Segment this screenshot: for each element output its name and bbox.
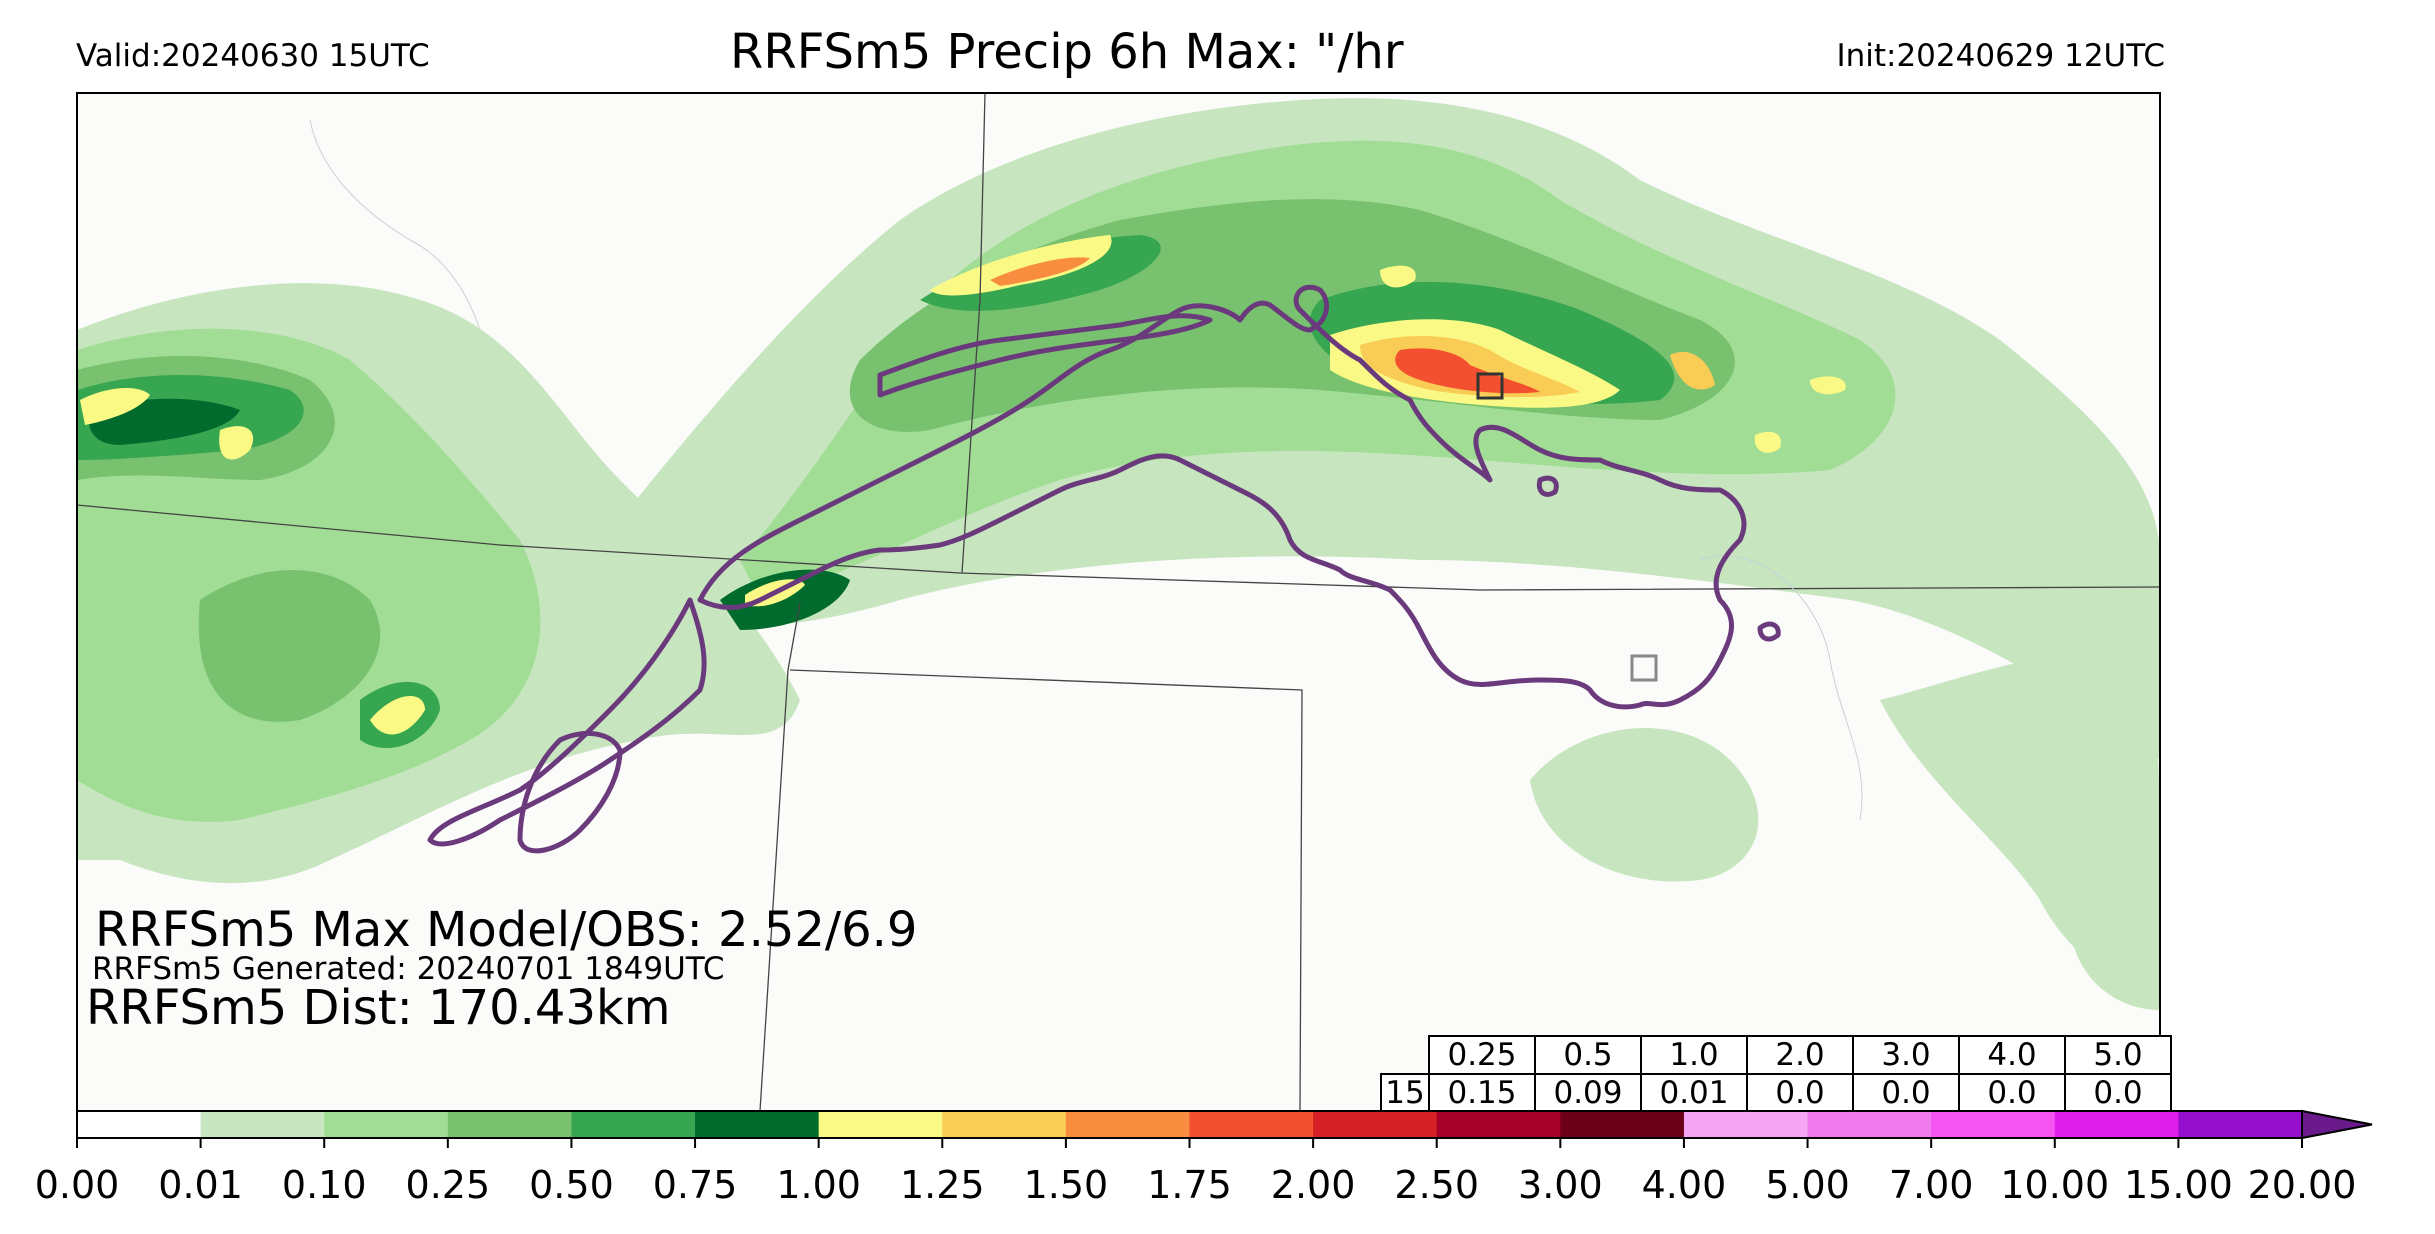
precip-core-west	[80, 388, 150, 425]
colorbar-tick-label: 1.50	[1023, 1163, 1109, 1207]
observed-contour-island1	[1757, 621, 1781, 642]
observed-contour-sw	[517, 730, 623, 854]
colorbar-segment	[1560, 1111, 1685, 1138]
colorbar-tick-label: 1.75	[1147, 1163, 1232, 1207]
precip-core-north	[930, 235, 1112, 296]
value-cell: 0.09	[1534, 1073, 1642, 1113]
colorbar-tick-label: 10.00	[2000, 1163, 2110, 1207]
colorbar-segment	[200, 1111, 325, 1138]
colorbar-segment	[447, 1111, 572, 1138]
observed-contour-west	[427, 597, 707, 847]
precip-core-ne4	[1670, 351, 1715, 390]
observed-contour-island2	[1536, 475, 1559, 497]
colorbar-segment	[1436, 1111, 1561, 1138]
colorbar-tick-label: 0.10	[281, 1163, 367, 1207]
colorbar-segment	[818, 1111, 943, 1138]
colorbar-segment	[695, 1111, 820, 1138]
colorbar-segment	[1683, 1111, 1809, 1138]
boundary-line-1	[77, 504, 2160, 591]
obs-max-marker	[1630, 654, 1658, 682]
colorbar-tick-label: 0.75	[652, 1163, 738, 1207]
colorbar-tick-label: 4.00	[1641, 1163, 1727, 1207]
row-label-cell: 15	[1380, 1073, 1430, 1113]
colorbar-segment	[571, 1111, 696, 1138]
chart-title: RRFSm5 Precip 6h Max: "/hr	[730, 24, 1404, 80]
max-model-obs-label: RRFSm5 Max Model/OBS: 2.52/6.9	[95, 902, 918, 958]
colorbar-tick-label: 1.00	[776, 1163, 861, 1207]
precip-core-east-red	[1395, 348, 1540, 394]
value-cell: 0.0	[1958, 1073, 2066, 1113]
colorbar-tick-label: 0.01	[158, 1163, 243, 1207]
colorbar-tick-label: 7.00	[1888, 1163, 1974, 1207]
value-row: 15 0.15 0.09 0.01 0.0 0.0 0.0 0.0	[1380, 1073, 2172, 1113]
precip-light-far-se	[2070, 910, 2160, 1010]
precip-core-sw	[370, 696, 425, 735]
value-cell: 0.01	[1640, 1073, 1748, 1113]
threshold-stats-table: 0.25 0.5 1.0 2.0 3.0 4.0 5.0 15 0.15 0.0…	[1380, 1035, 2172, 1113]
table-corner	[1381, 1036, 1429, 1074]
precip-darkest-central	[720, 569, 850, 630]
generated-time-label: RRFSm5 Generated: 20240701 1849UTC	[92, 951, 725, 987]
threshold-cell: 3.0	[1852, 1035, 1960, 1075]
colorbar-tick-label: 0.25	[405, 1163, 491, 1207]
colorbar-segment	[1189, 1111, 1314, 1138]
colorbar-tick-label: 2.00	[1270, 1163, 1356, 1207]
boundary-line-4	[789, 669, 1303, 1111]
political-boundaries	[77, 93, 2160, 1111]
threshold-header-row: 0.25 0.5 1.0 2.0 3.0 4.0 5.0	[1381, 1035, 2172, 1075]
colorbar-extend-arrow	[2301, 1109, 2373, 1140]
observed-contour-main	[697, 285, 1747, 710]
precip-core-west2	[219, 426, 254, 460]
precip-dark-sw	[198, 570, 381, 722]
colorbar-segment	[1313, 1111, 1438, 1138]
colorbar-tick-label: 0.50	[529, 1163, 614, 1207]
minor-boundary-2	[1699, 555, 1863, 821]
value-cell: 0.0	[1746, 1073, 1854, 1113]
colorbar-segment	[942, 1111, 1067, 1138]
init-time-label: Init:20240629 12UTC	[1836, 38, 2165, 74]
threshold-cell: 2.0	[1746, 1035, 1854, 1075]
colorbar-segment	[1065, 1111, 1190, 1138]
colorbar-segment	[324, 1111, 449, 1138]
colorbar-segment	[1931, 1111, 2056, 1138]
minor-boundary-1	[309, 119, 481, 331]
value-cell: 0.15	[1428, 1073, 1536, 1113]
colorbar-tick-label: 0.00	[34, 1163, 120, 1207]
precip-core-ne3	[1754, 431, 1781, 453]
value-cell: 0.0	[1852, 1073, 1960, 1113]
colorbar-segment	[1807, 1111, 1932, 1138]
precip-light-south	[1530, 727, 1759, 882]
colorbar-segment	[2054, 1111, 2179, 1138]
minor-boundaries	[309, 119, 1863, 821]
distance-label: RRFSm5 Dist: 170.43km	[86, 980, 671, 1036]
threshold-cell: 4.0	[1958, 1035, 2066, 1075]
precip-core-north-inner	[990, 257, 1090, 286]
colorbar-segment	[2178, 1111, 2303, 1138]
colorbar-tick-label: 15.00	[2123, 1163, 2233, 1207]
threshold-cell: 0.5	[1534, 1035, 1642, 1075]
observed-contour	[427, 285, 1781, 854]
colorbar	[76, 1109, 2373, 1148]
colorbar-tick-label: 1.25	[899, 1163, 985, 1207]
colorbar-tick-label: 3.00	[1518, 1163, 1603, 1207]
precip-field	[77, 98, 2160, 1010]
model-max-marker	[1476, 372, 1504, 400]
colorbar-tick-label: 5.00	[1765, 1163, 1850, 1207]
precip-core-ne1	[1380, 265, 1416, 288]
colorbar-segment	[77, 1111, 202, 1138]
valid-time-label: Valid:20240630 15UTC	[76, 38, 430, 74]
boundary-line-3	[759, 602, 801, 1111]
threshold-cell: 5.0	[2064, 1035, 2172, 1075]
colorbar-tick-label: 2.50	[1394, 1163, 1480, 1207]
precip-core-ne2	[1810, 376, 1846, 395]
boundary-line-2	[961, 93, 986, 574]
observed-contour-north	[877, 313, 1213, 398]
colorbar-tick-label: 20.00	[2247, 1163, 2357, 1207]
threshold-cell: 0.25	[1428, 1035, 1536, 1075]
threshold-cell: 1.0	[1640, 1035, 1748, 1075]
